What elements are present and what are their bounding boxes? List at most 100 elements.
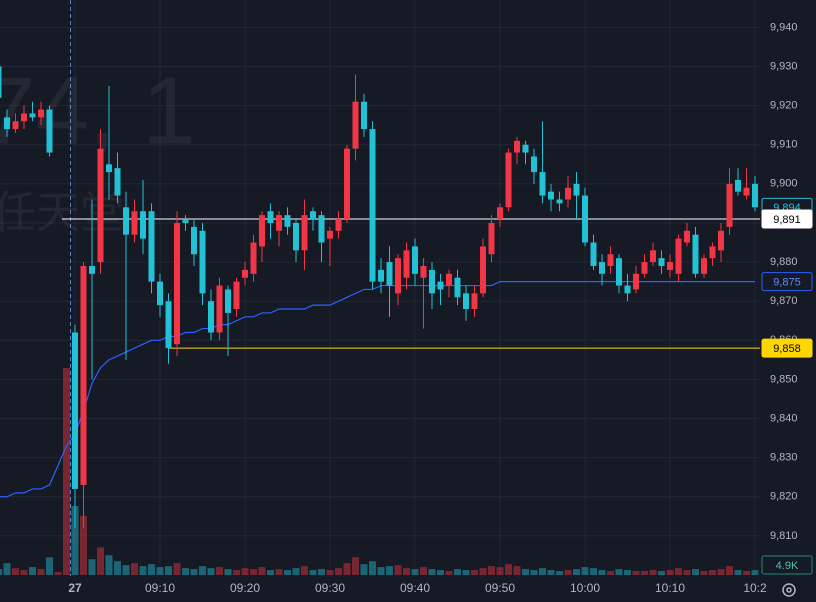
volume-bar [649,570,657,575]
volume-bar [590,568,597,575]
candle-body [675,238,682,274]
candle-body [752,183,758,208]
price-line-tag: 9,891 [773,214,801,226]
candle-body [403,250,410,278]
candle-body [412,246,418,274]
volume-bar [37,569,45,575]
volume-bar [386,566,393,575]
volume-bar [683,570,691,575]
candle-body [233,281,240,310]
price-line-tag-bg [761,209,813,229]
candle-body [539,172,546,196]
volume-bar [479,568,487,575]
volume-bar [743,571,750,575]
candle-body [565,187,571,200]
price-line-tag: 9,858 [773,343,801,355]
candle-body [352,101,359,149]
candle-body [556,199,563,204]
x-tick-label: 10:00 [570,581,600,595]
volume-bar [369,561,376,575]
candle-body [310,211,316,220]
candle-body [89,265,95,274]
x-tick-label: 10:2 [743,581,767,595]
volume-bar [530,570,538,575]
candle-body [301,215,308,251]
settings-button[interactable] [782,583,796,597]
gear-center[interactable] [786,587,792,593]
candle-body [318,215,325,243]
x-tick-label: 09:50 [485,581,515,595]
volume-bar [547,570,555,575]
x-tick-label: 27 [68,581,82,595]
volume-bar [692,569,699,575]
volume-bar [267,570,274,575]
volume-bar [352,557,359,575]
vwap-tag: 9,875 [773,277,801,289]
candle-body [548,191,554,200]
volume-bar [71,506,79,575]
candle-body [446,273,452,286]
volume-bar [539,568,546,575]
volume-bar [335,568,342,575]
volume-bar [632,571,640,575]
volume-bar [131,563,138,575]
candle-body [616,258,622,286]
candle-body [497,207,503,220]
volume-bar [318,569,325,575]
price-line-tag-bg [761,338,813,358]
candle-body [46,109,53,153]
candle-body [743,187,750,196]
y-tick-label: 9,930 [770,60,798,72]
volume-bar [216,567,223,575]
volume-bar [12,568,19,575]
volume-bar [224,569,232,575]
y-tick-label: 9,920 [770,100,798,112]
volume-tag-bg [761,555,813,575]
volume-bar [46,557,53,575]
volume-bar [3,563,11,575]
volume-bar [462,570,470,575]
volume-bar [292,568,300,575]
x-tick-label: 09:20 [230,581,260,595]
candle-body [692,234,699,274]
candle-body [361,101,367,130]
candle-body [420,265,427,278]
volume-bar [80,515,87,575]
volume-bar [522,569,529,575]
candle-body [191,226,197,255]
y-tick-label: 9,850 [770,373,798,385]
candle-body [293,222,299,251]
candle-body [225,289,231,313]
candle-body [684,230,690,243]
volume-bar [301,566,308,575]
candle-body [344,148,350,220]
candle-body [335,219,342,231]
candle-body [38,109,44,118]
candle-body [437,281,444,290]
volume-bar [309,570,317,575]
volume-bar [513,566,521,575]
x-tick-label: 10:10 [655,581,685,595]
volume-bar [437,570,444,575]
plot [0,66,760,575]
volume-bar [241,568,249,575]
candle-body [174,222,180,345]
candle-body [157,281,163,306]
y-tick-label: 9,910 [770,139,798,151]
candle-body [429,269,435,294]
volume-bar [148,564,155,575]
candle-body [735,179,741,192]
candle-body [471,293,478,310]
volume-bar [199,566,206,575]
volume-bar [624,570,631,575]
y-tick-label: 9,830 [770,452,798,464]
candle-body [123,207,129,235]
volume-bar [122,565,130,575]
candle-body [97,148,104,263]
volume-bar [258,567,266,575]
candle-body [607,254,614,266]
candle-body [667,262,673,270]
candle-body [454,277,461,298]
gear-icon[interactable] [782,583,796,597]
volume-bar [284,570,291,575]
